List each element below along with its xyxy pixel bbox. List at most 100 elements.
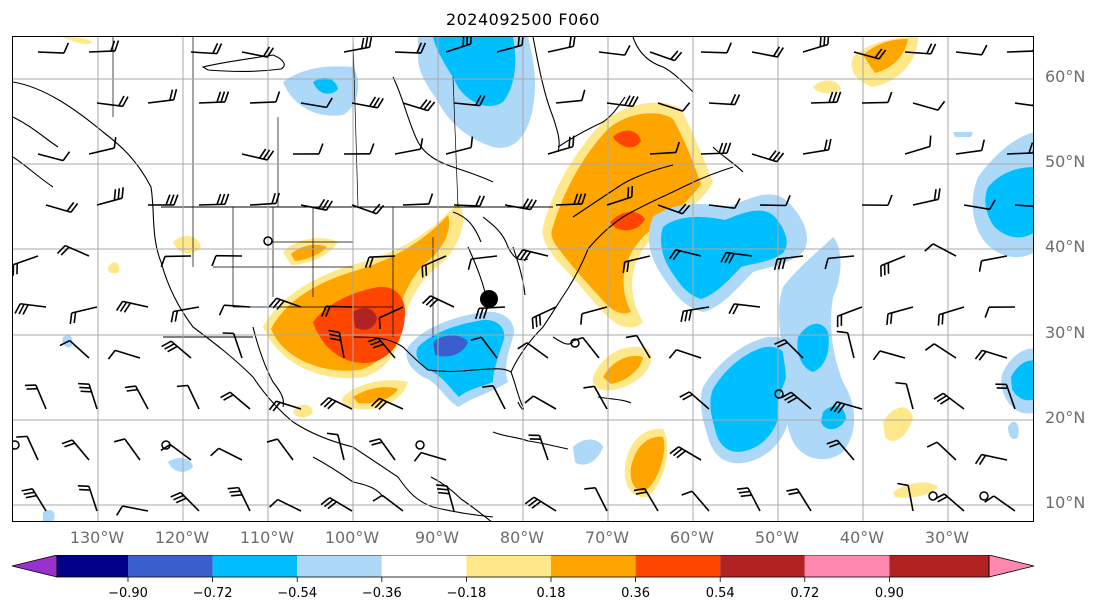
wind-barb <box>300 97 333 109</box>
wind-barb <box>453 195 486 207</box>
wind-barb <box>836 306 863 328</box>
colorbar-cell <box>57 555 128 577</box>
wind-barb <box>88 137 117 155</box>
lat-label-20: 20°N <box>1045 408 1086 427</box>
wind-barb <box>227 486 251 512</box>
wind-barb <box>170 306 200 323</box>
wind-barb <box>934 493 965 512</box>
wind-barb <box>700 42 732 54</box>
wind-barb <box>773 255 804 271</box>
wind-barb <box>547 135 575 155</box>
wind-barb <box>78 382 98 410</box>
colorbar-tick-label: −0.90 <box>108 586 148 601</box>
colorbar-cell <box>381 555 467 577</box>
wind-barb <box>679 391 710 410</box>
wind-barb <box>422 295 455 308</box>
wind-barb <box>786 488 812 512</box>
wind-barb <box>657 102 691 112</box>
plot-title: 2024092500 F060 <box>445 10 601 29</box>
wind-barb <box>211 254 243 267</box>
colorbar-tick-label: 0.90 <box>874 586 904 601</box>
lat-label-10: 10°N <box>1045 493 1086 512</box>
wind-barb <box>606 185 634 206</box>
wind-barb <box>984 495 1016 512</box>
wind-barb <box>531 306 557 329</box>
wind-barb <box>77 485 98 512</box>
colorbar-tick-label: 0.54 <box>705 586 735 601</box>
location-marker <box>480 290 498 308</box>
wind-barb <box>467 255 498 270</box>
wind-barb <box>220 391 251 410</box>
wind-barb <box>328 329 345 359</box>
wind-barb <box>45 201 79 214</box>
wind-barb <box>326 432 345 461</box>
lat-label-50: 50°N <box>1045 152 1086 171</box>
map-graticule <box>13 37 1033 521</box>
wind-barb <box>861 194 893 207</box>
wind-barb <box>853 48 887 60</box>
wind-barb <box>370 397 404 411</box>
wind-barb <box>904 43 937 55</box>
wind-barb <box>926 441 957 461</box>
map-canvas <box>13 37 1033 521</box>
wind-barb <box>190 43 223 55</box>
colorbar-tick-label: 0.18 <box>536 586 566 601</box>
wind-barb <box>321 305 353 317</box>
wind-barb <box>474 306 506 320</box>
wind-barb <box>320 396 353 410</box>
wind-barb <box>669 446 702 461</box>
colorbar-cell <box>804 555 890 577</box>
colorbar-cell <box>720 555 805 577</box>
wind-barb <box>872 350 906 361</box>
wind-barb <box>436 484 455 512</box>
wind-barb <box>826 439 855 461</box>
wind-barb <box>668 348 702 359</box>
wind-barb <box>517 342 549 359</box>
wind-barb <box>622 255 651 273</box>
wind-barb <box>524 496 557 512</box>
wind-barb <box>351 96 384 109</box>
wind-barb <box>955 139 985 155</box>
wind-barb <box>555 89 586 104</box>
wind-barb <box>880 255 906 277</box>
wind-barb <box>649 141 680 155</box>
wind-barb <box>955 44 988 56</box>
colorbar-cell <box>551 555 636 577</box>
wind-barb <box>895 381 914 410</box>
wind-barb <box>802 37 830 53</box>
wind-barb <box>96 95 129 108</box>
wind-barb <box>515 249 549 262</box>
wind-barb <box>413 451 447 462</box>
wind-barb <box>37 151 71 162</box>
wind-barb <box>974 453 1008 466</box>
lon-label-70: 70°W <box>584 528 630 547</box>
wind-barb <box>836 330 855 359</box>
colorbar-tick-label: −0.36 <box>361 586 402 601</box>
wind-barb <box>241 148 275 161</box>
wind-barb <box>37 42 70 54</box>
wind-barb <box>751 150 785 163</box>
wind-barb <box>170 491 200 512</box>
wind-barb <box>269 498 302 512</box>
wind-barb <box>720 251 753 264</box>
wind-barb <box>300 198 334 211</box>
wind-barb <box>482 385 506 410</box>
wind-barb <box>268 400 302 412</box>
lon-label-40: 40°W <box>839 528 885 547</box>
wind-barb <box>802 138 832 155</box>
wind-barb <box>292 143 324 155</box>
colorbar-tick-label: −0.54 <box>277 586 318 601</box>
wind-barb <box>320 497 353 512</box>
lon-label-130: 130°W <box>69 528 125 547</box>
wind-barb <box>984 306 1016 318</box>
lon-label-90: 90°W <box>414 528 460 547</box>
wind-barb <box>555 193 587 206</box>
wind-barb <box>657 203 691 215</box>
wind-barb <box>343 37 373 53</box>
wind-barb <box>649 50 683 62</box>
wind-barb <box>995 383 1016 410</box>
lon-label-80: 80°W <box>499 528 545 547</box>
wind-barb <box>886 306 914 325</box>
wind-barb <box>736 487 761 512</box>
colorbar-cell <box>297 555 382 577</box>
